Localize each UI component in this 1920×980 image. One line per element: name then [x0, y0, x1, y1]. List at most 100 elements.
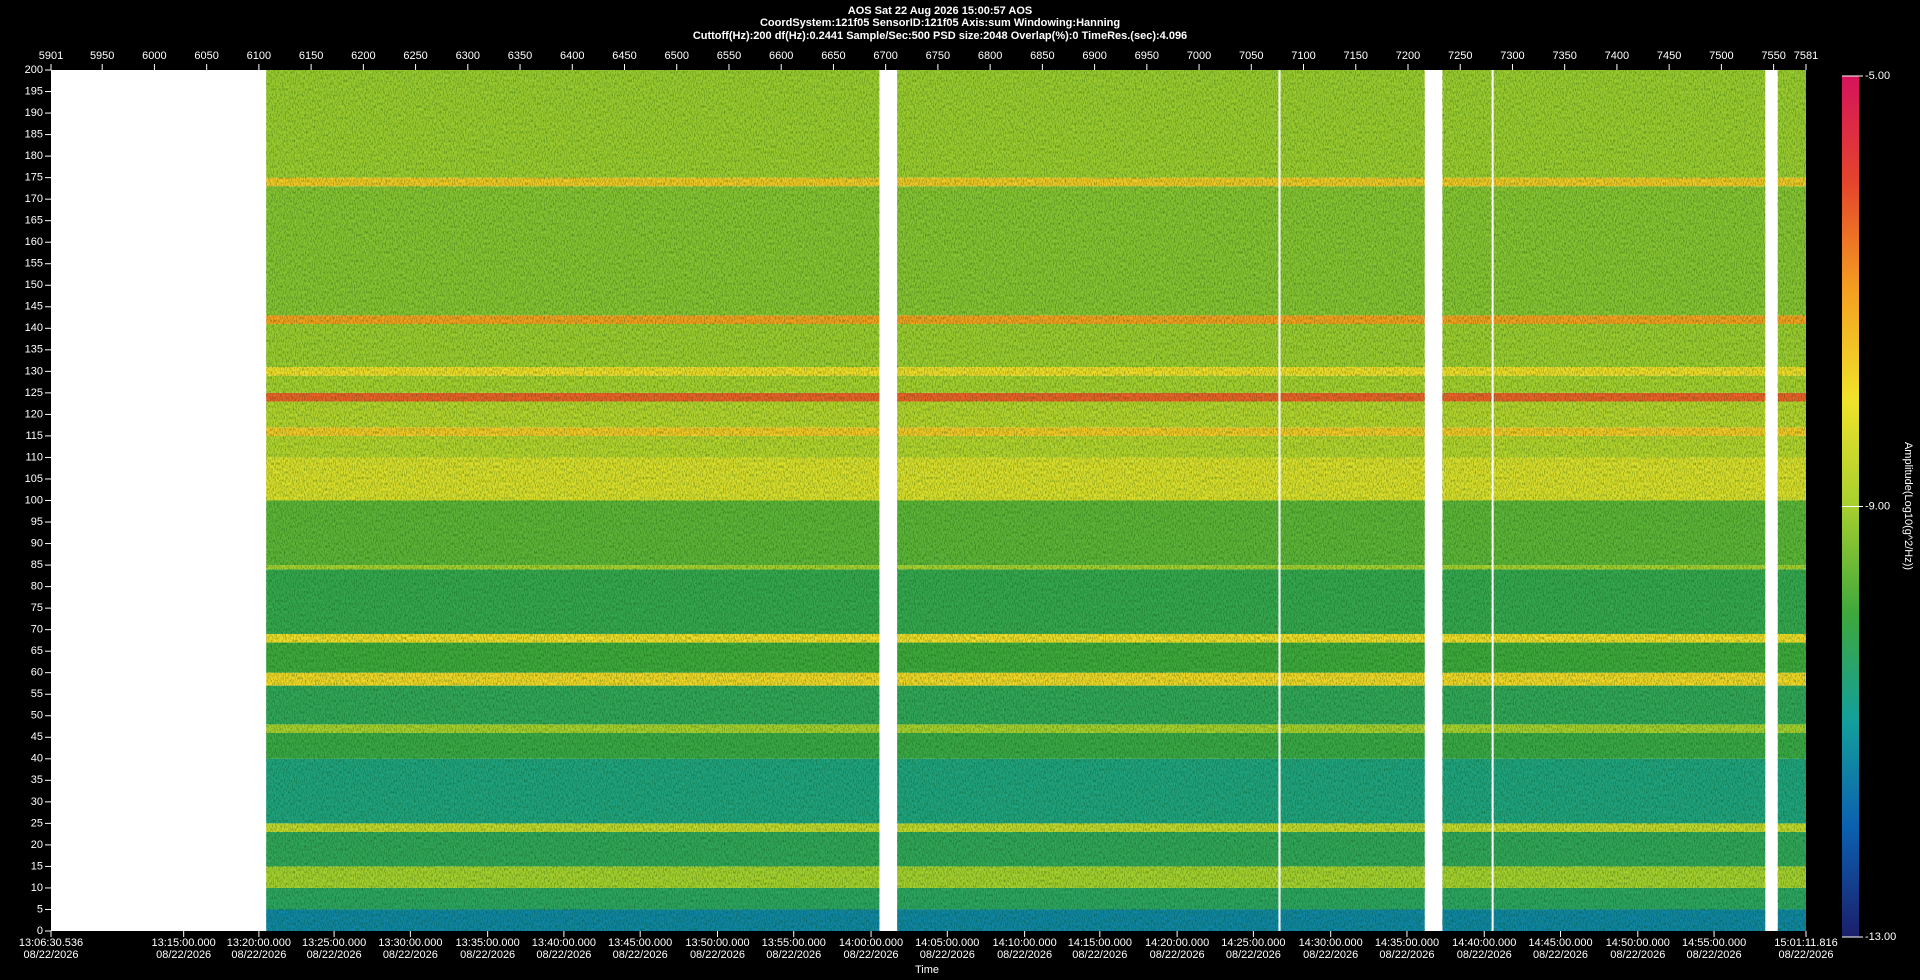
- x-tick-label: 6850: [1030, 50, 1054, 62]
- x-tick-label: 6400: [560, 50, 584, 62]
- time-tick-label: 14:30:00.000: [1299, 937, 1363, 949]
- time-tick-date: 08/22/2026: [536, 949, 591, 961]
- texture: [1493, 70, 1766, 931]
- x-tick-label: 7581: [1794, 50, 1818, 62]
- y-tick-label: 95: [31, 516, 43, 528]
- y-tick-label: 65: [31, 645, 43, 657]
- time-tick-label: 14:55:00.000: [1682, 937, 1746, 949]
- x-tick-label: 7450: [1657, 50, 1681, 62]
- y-tick-label: 15: [31, 860, 43, 872]
- y-tick-label: 80: [31, 581, 43, 593]
- time-tick-label: 13:15:00.000: [152, 937, 216, 949]
- x-tick-label: 6800: [978, 50, 1002, 62]
- time-tick-label: 14:00:00.000: [839, 937, 903, 949]
- time-tick-label: 14:45:00.000: [1528, 937, 1592, 949]
- y-tick-label: 115: [25, 430, 43, 442]
- x-tick-label: 6500: [664, 50, 688, 62]
- time-tick-date: 08/22/2026: [23, 949, 78, 961]
- time-tick-label: 13:06:30.536: [19, 937, 83, 949]
- time-tick-date: 08/22/2026: [690, 949, 745, 961]
- y-tick-label: 30: [31, 796, 43, 808]
- time-tick-label: 14:20:00.000: [1145, 937, 1209, 949]
- y-tick-label: 170: [25, 193, 43, 205]
- y-tick-label: 105: [25, 473, 43, 485]
- time-tick-label: 14:10:00.000: [992, 937, 1056, 949]
- y-tick-label: 175: [25, 172, 43, 184]
- texture: [1777, 70, 1806, 931]
- time-tick-date: 08/22/2026: [766, 949, 821, 961]
- y-tick-label: 50: [31, 710, 43, 722]
- time-tick-date: 08/22/2026: [156, 949, 211, 961]
- time-tick-date: 08/22/2026: [1150, 949, 1205, 961]
- time-tick-label: 14:35:00.000: [1375, 937, 1439, 949]
- x-tick-label: 6950: [1135, 50, 1159, 62]
- x-tick-label: 7050: [1239, 50, 1263, 62]
- y-tick-label: 145: [25, 301, 43, 313]
- y-tick-label: 125: [25, 387, 43, 399]
- time-tick-date: 08/22/2026: [460, 949, 515, 961]
- y-tick-label: 165: [25, 215, 43, 227]
- y-tick-label: 25: [31, 817, 43, 829]
- time-tick-date: 08/22/2026: [1457, 949, 1512, 961]
- time-tick-label: 13:55:00.000: [762, 937, 826, 949]
- y-tick-label: 120: [25, 408, 43, 420]
- settings-line: Cuttoff(Hz):200 df(Hz):0.2441 Sample/Sec…: [693, 30, 1187, 42]
- x-tick-label: 6550: [717, 50, 741, 62]
- title: AOS Sat 22 Aug 2026 15:00:57 AOS: [848, 5, 1032, 17]
- time-tick-date: 08/22/2026: [613, 949, 668, 961]
- x-tick-label: 6050: [194, 50, 218, 62]
- colorbar-label: Amplitude(Log10(g^2/Hz)): [1902, 442, 1914, 570]
- y-tick-label: 60: [31, 667, 43, 679]
- colorbar-tick-label: -13.00: [1865, 931, 1896, 943]
- x-tick-label: 6000: [142, 50, 166, 62]
- time-tick-label: 15:01:11.816: [1774, 937, 1837, 949]
- time-tick-date: 08/22/2026: [1072, 949, 1127, 961]
- time-tick-label: 14:15:00.000: [1068, 937, 1132, 949]
- time-tick-label: 13:40:00.000: [532, 937, 596, 949]
- x-tick-label: 5901: [39, 50, 63, 62]
- y-tick-label: 155: [25, 258, 43, 270]
- y-tick-label: 195: [25, 85, 43, 97]
- x-tick-label: 6600: [769, 50, 793, 62]
- y-tick-label: 0: [37, 925, 43, 937]
- time-tick-date: 08/22/2026: [920, 949, 975, 961]
- time-tick-date: 08/22/2026: [997, 949, 1052, 961]
- y-tick-label: 140: [25, 322, 43, 334]
- time-tick-label: 14:50:00.000: [1606, 937, 1670, 949]
- x-tick-label: 6700: [873, 50, 897, 62]
- x-tick-label: 6300: [456, 50, 480, 62]
- x-tick-label: 7250: [1448, 50, 1472, 62]
- colorbar-tick-label: -9.00: [1865, 500, 1890, 512]
- x-tick-label: 7350: [1552, 50, 1576, 62]
- y-tick-label: 85: [31, 559, 43, 571]
- colorbar-tick-label: -5.00: [1865, 70, 1890, 82]
- y-tick-label: 135: [25, 344, 43, 356]
- time-tick-date: 08/22/2026: [844, 949, 899, 961]
- x-tick-label: 7000: [1187, 50, 1211, 62]
- x-tick-label: 7200: [1396, 50, 1420, 62]
- y-tick-label: 190: [25, 107, 43, 119]
- y-tick-label: 150: [25, 279, 43, 291]
- texture: [1442, 70, 1492, 931]
- time-tick-date: 08/22/2026: [1610, 949, 1665, 961]
- time-tick-label: 14:40:00.000: [1452, 937, 1516, 949]
- time-tick-label: 13:50:00.000: [685, 937, 749, 949]
- x-axis-label: Time: [915, 964, 939, 976]
- y-tick-label: 90: [31, 537, 43, 549]
- x-tick-label: 7500: [1709, 50, 1733, 62]
- x-tick-label: 6250: [403, 50, 427, 62]
- y-tick-label: 180: [25, 150, 43, 162]
- time-tick-date: 08/22/2026: [1303, 949, 1358, 961]
- y-tick-label: 160: [25, 236, 43, 248]
- x-tick-label: 7400: [1605, 50, 1629, 62]
- y-tick-label: 35: [31, 774, 43, 786]
- y-tick-label: 185: [25, 128, 43, 140]
- subtitle: CoordSystem:121f05 SensorID:121f05 Axis:…: [760, 17, 1120, 29]
- x-tick-label: 7100: [1291, 50, 1315, 62]
- x-tick-label: 6150: [299, 50, 323, 62]
- y-tick-label: 70: [31, 624, 43, 636]
- y-tick-label: 110: [25, 451, 43, 463]
- time-tick-date: 08/22/2026: [307, 949, 362, 961]
- x-tick-label: 6650: [821, 50, 845, 62]
